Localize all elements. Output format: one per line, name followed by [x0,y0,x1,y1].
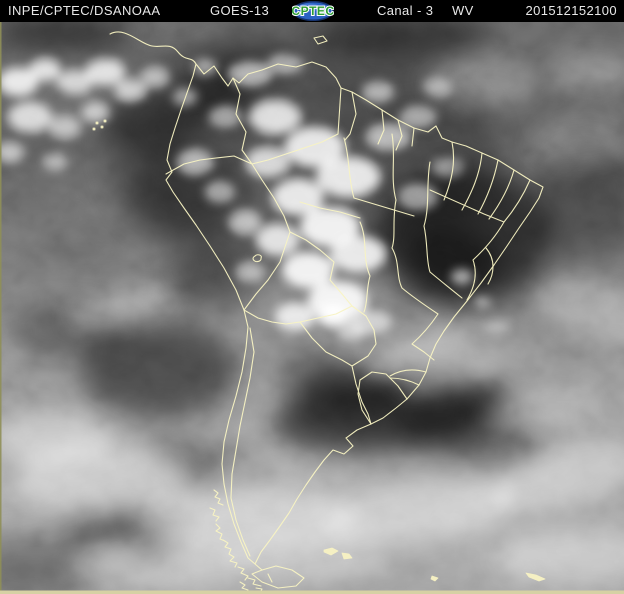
fine-grain-noise [0,22,624,594]
band-label: WV [452,3,474,18]
agency-label: NOAA [122,3,161,18]
cptec-logo: CPTEC [292,1,334,21]
institution-label: INPE/CPTEC/DSA [8,3,122,18]
header-bar: INPE/CPTEC/DSA NOAA GOES-13 CPTEC Canal … [0,0,624,22]
map-borders-overlay [92,31,546,594]
coastline-south-america [109,31,544,571]
cptec-logo-text: CPTEC [292,4,334,18]
satellite-name-label: GOES-13 [210,3,270,18]
frame-bottom-strip [0,590,624,594]
timestamp-label: 201512152100 [525,3,617,18]
channel-label: Canal - 3 [377,3,434,18]
cptec-logo-gloss [298,3,320,12]
frame-left-line [0,22,2,594]
satellite-image [0,22,624,594]
state-borders [299,133,531,386]
fjords-and-islands [209,254,305,594]
country-borders [165,35,415,557]
island-outlines [92,119,546,582]
